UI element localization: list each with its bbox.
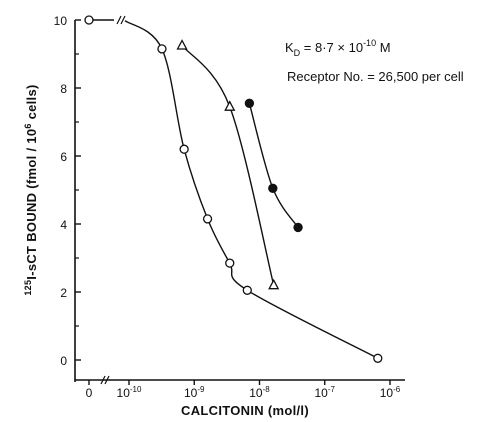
x-axis-title: CALCITONIN (mol/l) bbox=[181, 403, 309, 418]
data-marks bbox=[84, 15, 383, 363]
x-tick-label: 10-7 bbox=[315, 385, 336, 400]
y-axis-title-main: I-sCT BOUND (fmol / 10 bbox=[24, 129, 39, 280]
tick-labels: 0 2 4 6 8 10 0 10-10 10-9 10-8 10-7 10-6 bbox=[54, 14, 401, 400]
y-tick-label: 4 bbox=[60, 218, 67, 232]
data-point-open-circle bbox=[157, 44, 167, 54]
data-point-open-circle bbox=[373, 353, 383, 363]
data-point-open-triangle bbox=[268, 278, 280, 290]
curve-break bbox=[120, 15, 126, 25]
data-point-open-circle bbox=[84, 15, 94, 25]
data-point-open-triangle bbox=[224, 100, 236, 111]
x-tick-label: 10-10 bbox=[117, 385, 142, 400]
kd-unit: M bbox=[376, 40, 390, 55]
data-point-open-circle bbox=[179, 144, 189, 154]
y-axis-title-sup2: 6 bbox=[23, 123, 33, 128]
kd-label: K bbox=[285, 40, 294, 55]
receptor-annotation: Receptor No. = 26,500 per cell bbox=[287, 69, 464, 84]
kd-annotation: KD = 8·7 × 10-10 M bbox=[285, 38, 391, 58]
x-tick-label: 10-6 bbox=[380, 385, 401, 400]
kd-sub: D bbox=[294, 48, 301, 58]
x-tick-label: 0 bbox=[86, 386, 93, 400]
data-point-open-circle bbox=[202, 214, 213, 224]
y-tick-label: 10 bbox=[54, 14, 68, 28]
y-tick-label: 2 bbox=[60, 286, 67, 300]
axes bbox=[74, 15, 405, 385]
y-tick-label: 6 bbox=[60, 150, 67, 164]
x-tick-label: 10-8 bbox=[249, 385, 270, 400]
y-tick-label: 0 bbox=[60, 354, 67, 368]
y-axis-title-end: cells) bbox=[24, 84, 39, 123]
x-axis-break bbox=[104, 375, 110, 385]
data-point-filled-circle bbox=[293, 222, 303, 233]
data-point-filled-circle bbox=[268, 183, 278, 194]
data-point-open-circle bbox=[242, 285, 252, 295]
data-point-open-triangle bbox=[176, 39, 188, 50]
kd-exp: -10 bbox=[363, 38, 376, 48]
curve-break bbox=[116, 15, 122, 25]
data-point-filled-circle bbox=[244, 98, 255, 109]
series-curve bbox=[181, 45, 275, 286]
y-axis-title-sup: 125 bbox=[23, 280, 33, 296]
y-axis-title: 125I-sCT BOUND (fmol / 106 cells) bbox=[23, 84, 39, 295]
x-axis-break bbox=[100, 375, 106, 385]
x-tick-label: 10-9 bbox=[184, 385, 205, 400]
kd-value: = 8·7 × 10 bbox=[300, 40, 363, 55]
data-point-open-circle bbox=[225, 258, 235, 268]
y-tick-label: 8 bbox=[60, 82, 67, 96]
